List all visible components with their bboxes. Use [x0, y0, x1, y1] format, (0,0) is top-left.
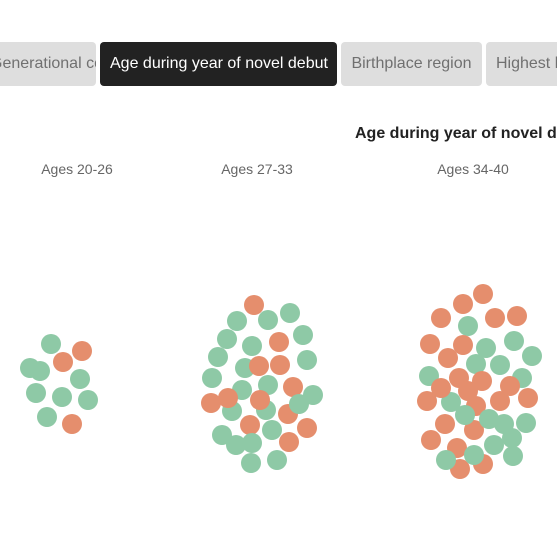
dot-green — [464, 445, 484, 465]
dot-orange — [417, 391, 437, 411]
dot-orange — [507, 306, 527, 326]
tab-highest-level-of-education[interactable]: Highest level of education — [486, 42, 557, 86]
dot-orange — [218, 388, 238, 408]
dot-green — [52, 387, 72, 407]
dot-orange — [297, 418, 317, 438]
dot-green — [504, 331, 524, 351]
dot-orange — [490, 391, 510, 411]
dot-green — [490, 355, 510, 375]
tab-birthplace-region[interactable]: Birthplace region — [341, 42, 482, 86]
dot-orange — [53, 352, 73, 372]
dot-orange — [279, 432, 299, 452]
chart-title: Age during year of novel debut — [355, 125, 557, 142]
dot-orange — [240, 415, 260, 435]
dot-orange — [485, 308, 505, 328]
dot-orange — [431, 378, 451, 398]
dot-orange — [201, 393, 221, 413]
dot-green — [441, 392, 461, 412]
dot-green — [226, 435, 246, 455]
dot-green — [242, 336, 262, 356]
group-label-ages-34-40: Ages 34-40 — [437, 161, 509, 177]
dot-green — [484, 435, 504, 455]
dot-orange — [473, 284, 493, 304]
dot-orange — [269, 332, 289, 352]
dot-green — [202, 368, 222, 388]
dot-green — [503, 446, 523, 466]
dot-green — [241, 453, 261, 473]
dot-green — [20, 358, 40, 378]
dot-orange — [250, 390, 270, 410]
dot-orange — [420, 334, 440, 354]
dot-green — [280, 303, 300, 323]
dot-green — [37, 407, 57, 427]
dot-green — [522, 346, 542, 366]
dot-green — [458, 316, 478, 336]
dot-orange — [62, 414, 82, 434]
dot-orange — [458, 381, 478, 401]
tab-generational-cohort[interactable]: Generational cohort — [0, 42, 96, 86]
dot-orange — [435, 414, 455, 434]
dot-green — [262, 420, 282, 440]
dot-green — [466, 354, 486, 374]
dot-green — [78, 390, 98, 410]
dot-orange — [453, 294, 473, 314]
dot-orange — [518, 388, 538, 408]
dot-green — [516, 413, 536, 433]
dot-green — [502, 428, 522, 448]
tab-age-during-year-of-novel-debut[interactable]: Age during year of novel debut — [100, 42, 337, 86]
dot-green — [455, 405, 475, 425]
dot-green — [26, 383, 46, 403]
dot-green — [258, 310, 278, 330]
dot-green — [212, 425, 232, 445]
dot-green — [217, 329, 237, 349]
dot-green — [289, 394, 309, 414]
dot-orange — [500, 376, 520, 396]
dot-orange — [270, 355, 290, 375]
group-label-ages-20-26: Ages 20-26 — [41, 161, 113, 177]
dot-orange — [283, 377, 303, 397]
dot-orange — [438, 348, 458, 368]
dot-orange — [244, 295, 264, 315]
dot-green — [258, 375, 278, 395]
dot-orange — [472, 371, 492, 391]
dot-green — [227, 311, 247, 331]
dot-orange — [249, 356, 269, 376]
dot-green — [297, 350, 317, 370]
dot-green — [208, 347, 228, 367]
group-label-ages-27-33: Ages 27-33 — [221, 161, 293, 177]
dot-orange — [72, 341, 92, 361]
dot-green — [479, 409, 499, 429]
dot-green — [476, 338, 496, 358]
dot-orange — [464, 420, 484, 440]
dot-orange — [431, 308, 451, 328]
dot-green — [41, 334, 61, 354]
dot-orange — [421, 430, 441, 450]
dot-orange — [453, 335, 473, 355]
dot-green — [70, 369, 90, 389]
dot-green — [242, 433, 262, 453]
dot-green — [293, 325, 313, 345]
dot-green — [436, 450, 456, 470]
dot-green — [267, 450, 287, 470]
